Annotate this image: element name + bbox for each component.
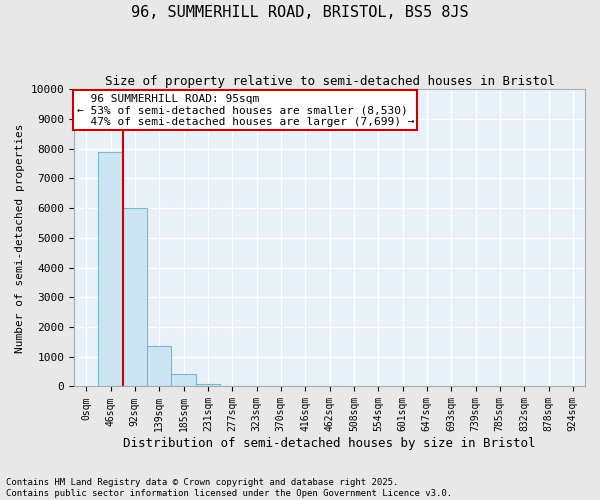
Text: Contains HM Land Registry data © Crown copyright and database right 2025.
Contai: Contains HM Land Registry data © Crown c…	[6, 478, 452, 498]
Text: 96 SUMMERHILL ROAD: 95sqm
← 53% of semi-detached houses are smaller (8,530)
  47: 96 SUMMERHILL ROAD: 95sqm ← 53% of semi-…	[77, 94, 414, 127]
Bar	[172, 374, 196, 386]
Text: 96, SUMMERHILL ROAD, BRISTOL, BS5 8JS: 96, SUMMERHILL ROAD, BRISTOL, BS5 8JS	[131, 5, 469, 20]
Y-axis label: Number of semi-detached properties: Number of semi-detached properties	[15, 123, 25, 352]
X-axis label: Distribution of semi-detached houses by size in Bristol: Distribution of semi-detached houses by …	[123, 437, 536, 450]
Bar	[147, 346, 172, 387]
Bar	[98, 152, 122, 386]
Bar	[196, 384, 220, 386]
Title: Size of property relative to semi-detached houses in Bristol: Size of property relative to semi-detach…	[104, 75, 554, 88]
Bar	[122, 208, 147, 386]
